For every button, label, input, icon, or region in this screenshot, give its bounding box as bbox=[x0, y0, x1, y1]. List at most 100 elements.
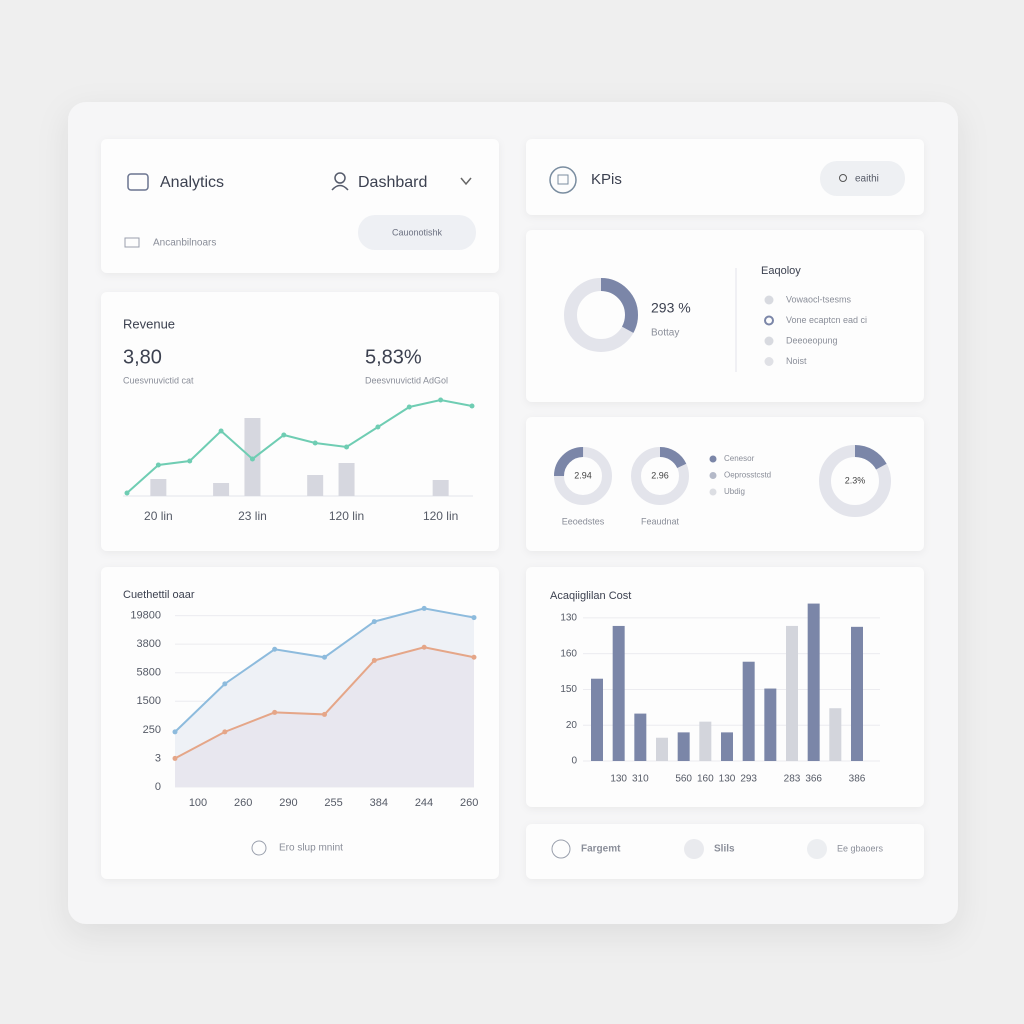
point bbox=[421, 605, 427, 611]
point bbox=[371, 657, 377, 663]
bar bbox=[634, 713, 647, 761]
search-icon[interactable] bbox=[839, 174, 847, 182]
point bbox=[281, 432, 287, 438]
point bbox=[172, 755, 178, 761]
analytics-icon bbox=[127, 173, 149, 191]
point bbox=[438, 397, 444, 403]
bar bbox=[742, 661, 755, 761]
chart-title: Revenue bbox=[123, 316, 175, 331]
legend-label: Ubdig bbox=[724, 487, 745, 496]
y-tick-label: 20 bbox=[566, 720, 578, 731]
x-tick-label: 255 bbox=[324, 797, 342, 809]
y-tick-label: 1500 bbox=[137, 695, 161, 707]
bar bbox=[150, 479, 167, 496]
bottom-icon[interactable] bbox=[807, 839, 827, 859]
revenue-card bbox=[101, 292, 499, 551]
y-tick-label: 5800 bbox=[137, 667, 161, 679]
legend-marker bbox=[764, 295, 774, 305]
point bbox=[421, 644, 427, 650]
point bbox=[471, 615, 477, 621]
point bbox=[272, 709, 278, 715]
y-tick-label: 0 bbox=[571, 756, 577, 767]
bar bbox=[699, 721, 712, 761]
bar-card bbox=[526, 567, 924, 807]
stat-caption: Deesvnuvictid AdGol bbox=[365, 375, 448, 385]
x-tick-label: 386 bbox=[849, 774, 866, 785]
x-tick-label: 130 bbox=[610, 774, 627, 785]
legend-marker bbox=[709, 472, 717, 479]
bar bbox=[307, 475, 324, 496]
bottom-item[interactable]: Slils bbox=[714, 844, 735, 855]
area-note: Ero slup mnint bbox=[279, 843, 343, 854]
search-label[interactable]: eaithi bbox=[855, 174, 879, 185]
header-card bbox=[101, 139, 499, 273]
point bbox=[218, 428, 224, 434]
legend-label: Vone ecaptcn ead ci bbox=[786, 315, 867, 325]
bar-title: Acaqiiglilan Cost bbox=[550, 590, 631, 602]
point bbox=[187, 458, 193, 464]
legend-marker bbox=[764, 357, 774, 366]
y-tick-label: 3 bbox=[155, 752, 161, 764]
bottom-card bbox=[526, 824, 924, 879]
bar bbox=[656, 737, 668, 761]
donut-label: 2.94 bbox=[574, 470, 592, 480]
point bbox=[406, 404, 412, 410]
chart-title: Cuethettil oaar bbox=[123, 589, 195, 601]
legend-marker bbox=[764, 315, 774, 326]
legend-label: Oeprosstcstd bbox=[724, 471, 771, 480]
kpi-card bbox=[526, 139, 924, 215]
area bbox=[175, 647, 474, 787]
donut-legend-title: Eaqoloy bbox=[761, 265, 801, 277]
y-tick-label: 0 bbox=[155, 781, 161, 793]
y-tick-label: 3800 bbox=[137, 638, 161, 650]
x-tick-label: 293 bbox=[740, 774, 757, 785]
legend-marker bbox=[709, 488, 717, 496]
search-button[interactable] bbox=[820, 161, 905, 196]
x-tick-label: 260 bbox=[460, 797, 478, 809]
x-tick-label: 384 bbox=[370, 797, 388, 809]
bottom-icon[interactable] bbox=[684, 839, 704, 859]
y-tick-label: 130 bbox=[560, 613, 577, 624]
y-tick-label: 19800 bbox=[130, 609, 161, 621]
stat-value: 3,80 bbox=[123, 346, 162, 368]
dropdown-chevron[interactable] bbox=[460, 177, 472, 186]
x-tick-label: 160 bbox=[697, 774, 714, 785]
bar bbox=[764, 688, 777, 761]
x-tick-label: 283 bbox=[784, 774, 801, 785]
x-tick-label: 560 bbox=[675, 774, 692, 785]
bottom-item[interactable]: Fargemt bbox=[581, 844, 621, 855]
x-tick-label: 310 bbox=[632, 774, 649, 785]
point bbox=[312, 440, 318, 446]
donut-label: 293 % bbox=[651, 300, 691, 316]
x-tick-label: 244 bbox=[415, 797, 433, 809]
stat-value: 5,83% bbox=[365, 346, 422, 368]
x-tick-label: 290 bbox=[279, 797, 297, 809]
point bbox=[322, 654, 327, 660]
y-tick-label: 150 bbox=[560, 684, 577, 695]
x-tick-label: 20 lin bbox=[144, 509, 173, 523]
legend-marker bbox=[709, 455, 717, 463]
donut-caption: Eeoedstes bbox=[562, 516, 605, 526]
menu-label[interactable]: Dashbard bbox=[358, 174, 427, 191]
bottom-item[interactable]: Ee gbaoers bbox=[837, 843, 884, 853]
note-icon bbox=[251, 840, 267, 856]
donut-label: 2.3% bbox=[845, 475, 866, 485]
x-tick-label: 260 bbox=[234, 797, 252, 809]
x-tick-label: 120 lin bbox=[423, 509, 458, 523]
header-button[interactable] bbox=[358, 215, 476, 250]
header-button-label[interactable]: Cauonotishk bbox=[392, 227, 443, 237]
bar bbox=[807, 603, 820, 761]
legend-marker bbox=[764, 336, 774, 346]
bottom-icon[interactable] bbox=[551, 839, 571, 859]
point bbox=[375, 424, 381, 430]
x-tick-label: 100 bbox=[189, 797, 207, 809]
legend-label: Deeoeopung bbox=[786, 335, 838, 345]
y-tick-label: 250 bbox=[143, 724, 161, 736]
donut-card bbox=[526, 230, 924, 402]
legend-label: Cenesor bbox=[724, 454, 755, 463]
bar bbox=[829, 708, 842, 761]
donut-caption: Bottay bbox=[651, 328, 679, 339]
